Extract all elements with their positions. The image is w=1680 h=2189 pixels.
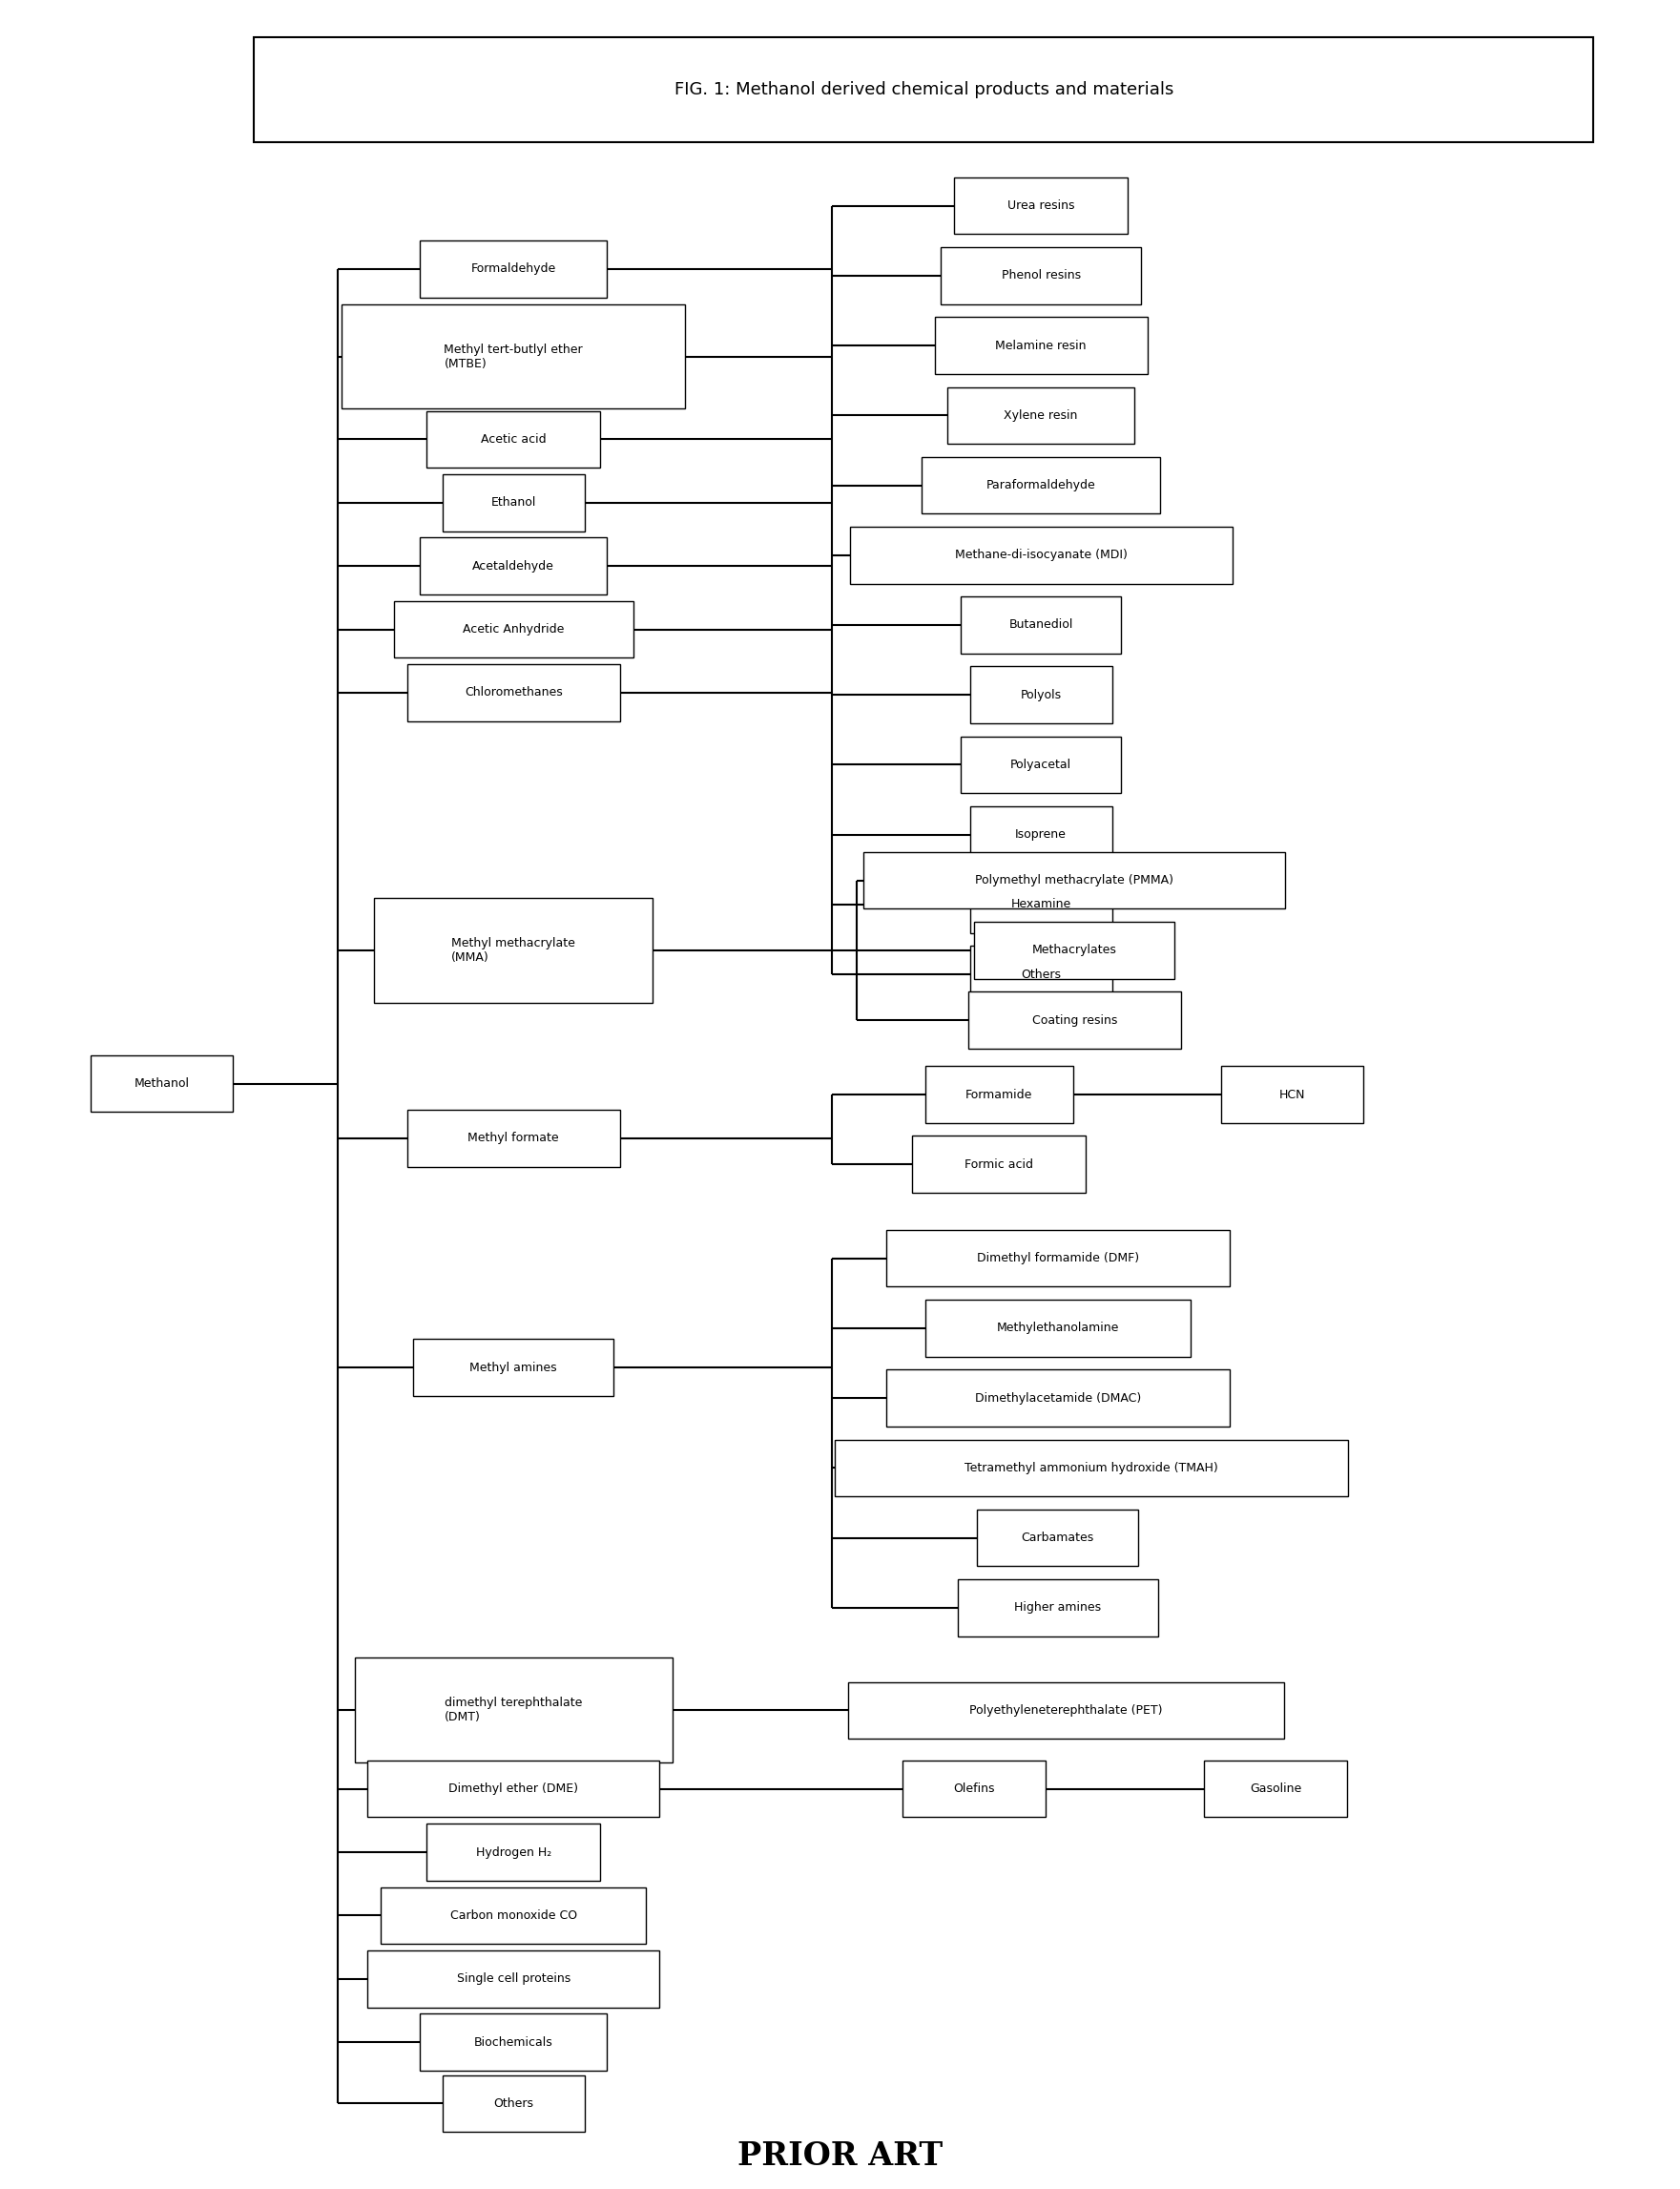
Text: Hexamine: Hexamine	[1011, 897, 1072, 911]
FancyBboxPatch shape	[341, 304, 685, 409]
FancyBboxPatch shape	[978, 1510, 1137, 1565]
Text: Gasoline: Gasoline	[1250, 1782, 1302, 1795]
FancyBboxPatch shape	[969, 946, 1112, 1003]
Text: Acetic Anhydride: Acetic Anhydride	[462, 624, 564, 635]
FancyBboxPatch shape	[407, 663, 620, 720]
Text: Acetaldehyde: Acetaldehyde	[472, 560, 554, 571]
FancyBboxPatch shape	[961, 598, 1121, 652]
Text: Polyethyleneterephthalate (PET): Polyethyleneterephthalate (PET)	[969, 1703, 1163, 1716]
Text: Higher amines: Higher amines	[1015, 1602, 1100, 1613]
FancyBboxPatch shape	[968, 992, 1181, 1049]
Text: FIG. 1: Methanol derived chemical products and materials: FIG. 1: Methanol derived chemical produc…	[674, 81, 1173, 99]
Text: Methanol: Methanol	[134, 1077, 190, 1090]
Text: Melamine resin: Melamine resin	[996, 339, 1087, 352]
Text: Polyacetal: Polyacetal	[1010, 760, 1072, 771]
Text: Dimethyl ether (DME): Dimethyl ether (DME)	[449, 1782, 578, 1795]
Text: Phenol resins: Phenol resins	[1001, 269, 1080, 282]
FancyBboxPatch shape	[974, 922, 1174, 978]
Text: Acetic acid: Acetic acid	[480, 433, 546, 447]
FancyBboxPatch shape	[885, 1230, 1230, 1287]
Text: Isoprene: Isoprene	[1015, 827, 1067, 841]
FancyBboxPatch shape	[961, 736, 1121, 792]
FancyBboxPatch shape	[427, 1823, 600, 1880]
FancyBboxPatch shape	[850, 528, 1233, 584]
Text: Polyols: Polyols	[1020, 690, 1062, 700]
FancyBboxPatch shape	[375, 897, 652, 1003]
FancyBboxPatch shape	[912, 1136, 1085, 1193]
Text: Single cell proteins: Single cell proteins	[457, 1972, 570, 1985]
Text: Methyl amines: Methyl amines	[470, 1362, 558, 1375]
FancyBboxPatch shape	[926, 1066, 1074, 1123]
Text: Carbamates: Carbamates	[1021, 1532, 1094, 1543]
Text: Others: Others	[1021, 968, 1062, 981]
FancyBboxPatch shape	[368, 1950, 659, 2007]
FancyBboxPatch shape	[902, 1760, 1045, 1817]
Text: Formamide: Formamide	[966, 1088, 1033, 1101]
Text: Hydrogen H₂: Hydrogen H₂	[475, 1845, 551, 1858]
FancyBboxPatch shape	[921, 458, 1161, 514]
FancyBboxPatch shape	[393, 602, 633, 657]
Text: Olefins: Olefins	[953, 1782, 995, 1795]
Text: Dimethyl formamide (DMF): Dimethyl formamide (DMF)	[976, 1252, 1139, 1265]
Text: Butanediol: Butanediol	[1008, 619, 1074, 630]
Text: Formic acid: Formic acid	[964, 1158, 1033, 1171]
Text: Paraformaldehyde: Paraformaldehyde	[986, 479, 1095, 493]
Text: Dimethylacetamide (DMAC): Dimethylacetamide (DMAC)	[974, 1392, 1141, 1403]
FancyBboxPatch shape	[969, 806, 1112, 862]
FancyBboxPatch shape	[254, 37, 1594, 142]
FancyBboxPatch shape	[420, 241, 606, 298]
Text: Urea resins: Urea resins	[1008, 199, 1075, 212]
FancyBboxPatch shape	[941, 247, 1141, 304]
FancyBboxPatch shape	[420, 2014, 606, 2071]
FancyBboxPatch shape	[954, 177, 1127, 234]
Text: Polymethyl methacrylate (PMMA): Polymethyl methacrylate (PMMA)	[976, 873, 1174, 887]
Text: Others: Others	[494, 2097, 534, 2110]
FancyBboxPatch shape	[969, 876, 1112, 933]
Text: PRIOR ART: PRIOR ART	[738, 2141, 942, 2171]
FancyBboxPatch shape	[848, 1681, 1284, 1738]
Text: Carbon monoxide CO: Carbon monoxide CO	[450, 1909, 576, 1922]
Text: dimethyl terephthalate
(DMT): dimethyl terephthalate (DMT)	[445, 1696, 583, 1723]
FancyBboxPatch shape	[885, 1370, 1230, 1427]
Text: Methyl formate: Methyl formate	[467, 1132, 559, 1145]
Text: Ethanol: Ethanol	[491, 497, 536, 508]
FancyBboxPatch shape	[442, 475, 585, 532]
Text: Methyl tert-butlyl ether
(MTBE): Methyl tert-butlyl ether (MTBE)	[444, 344, 583, 370]
Text: Methacrylates: Methacrylates	[1032, 943, 1117, 957]
FancyBboxPatch shape	[442, 2075, 585, 2132]
FancyBboxPatch shape	[864, 852, 1285, 908]
FancyBboxPatch shape	[1221, 1066, 1364, 1123]
Text: Methylethanolamine: Methylethanolamine	[996, 1322, 1119, 1335]
FancyBboxPatch shape	[413, 1340, 613, 1397]
FancyBboxPatch shape	[368, 1760, 659, 1817]
Text: Chloromethanes: Chloromethanes	[464, 687, 563, 698]
Text: Xylene resin: Xylene resin	[1005, 409, 1079, 422]
FancyBboxPatch shape	[835, 1440, 1347, 1497]
FancyBboxPatch shape	[948, 387, 1134, 444]
FancyBboxPatch shape	[969, 665, 1112, 722]
Text: Tetramethyl ammonium hydroxide (TMAH): Tetramethyl ammonium hydroxide (TMAH)	[964, 1462, 1218, 1473]
FancyBboxPatch shape	[926, 1300, 1191, 1357]
FancyBboxPatch shape	[427, 412, 600, 468]
Text: HCN: HCN	[1278, 1088, 1305, 1101]
FancyBboxPatch shape	[1205, 1760, 1347, 1817]
Text: Methyl methacrylate
(MMA): Methyl methacrylate (MMA)	[452, 937, 575, 963]
Text: Methane-di-isocyanate (MDI): Methane-di-isocyanate (MDI)	[954, 549, 1127, 560]
FancyBboxPatch shape	[420, 538, 606, 595]
FancyBboxPatch shape	[381, 1887, 647, 1944]
FancyBboxPatch shape	[407, 1110, 620, 1167]
FancyBboxPatch shape	[91, 1055, 234, 1112]
Text: Coating resins: Coating resins	[1032, 1014, 1117, 1027]
FancyBboxPatch shape	[354, 1657, 672, 1762]
Text: Biochemicals: Biochemicals	[474, 2036, 553, 2049]
FancyBboxPatch shape	[958, 1578, 1158, 1635]
FancyBboxPatch shape	[934, 317, 1147, 374]
Text: Formaldehyde: Formaldehyde	[470, 263, 556, 276]
